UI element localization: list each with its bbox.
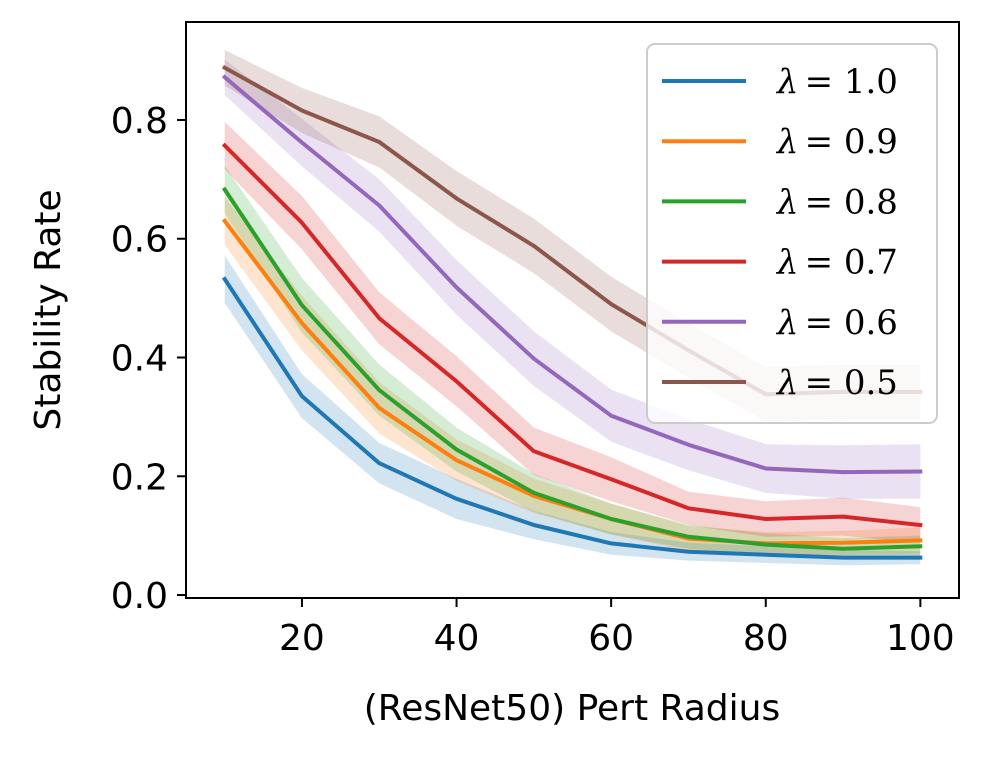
legend-label-lambda-09: λ = 0.9 (775, 122, 898, 162)
y-tick-label: 0.4 (111, 339, 168, 380)
x-axis-ticks: 20 40 60 80 100 (279, 598, 955, 659)
y-tick-label: 0.6 (111, 220, 168, 261)
y-tick-label: 0.2 (111, 457, 168, 498)
y-tick-label: 0.8 (111, 101, 168, 142)
confidence-band-lambda-07 (224, 121, 921, 543)
x-tick-label: 20 (279, 618, 325, 659)
x-tick-label: 80 (743, 618, 789, 659)
y-axis-label: Stability Rate (28, 189, 69, 430)
legend-label-lambda-08: λ = 0.8 (775, 182, 898, 222)
y-tick-label: 0.0 (111, 576, 168, 617)
confidence-band-lambda-10 (224, 255, 921, 566)
x-tick-label: 60 (588, 618, 634, 659)
series-line-lambda-10 (221, 276, 923, 560)
series-line-lambda-08 (221, 186, 923, 551)
confidence-band-lambda-08 (224, 165, 921, 560)
legend-label-lambda-06: λ = 0.6 (775, 303, 898, 343)
confidence-band-lambda-06 (224, 59, 921, 499)
x-axis-label: (ResNet50) Pert Radius (364, 688, 780, 729)
legend: λ = 1.0 λ = 0.9 λ = 0.8 λ = 0.7 λ = 0.6 λ = 0.5 (646, 43, 938, 424)
plot-area-frame (185, 21, 960, 599)
confidence-band-lambda-05 (224, 49, 921, 422)
legend-label-lambda-05: λ = 0.5 (775, 363, 898, 403)
legend-box (646, 43, 938, 424)
y-axis-ticks: 0.0 0.2 0.4 0.6 0.8 (111, 101, 186, 617)
legend-label-lambda-07: λ = 0.7 (775, 243, 898, 283)
x-tick-label: 40 (434, 618, 480, 659)
series-line-lambda-06 (221, 74, 923, 475)
x-tick-label: 100 (886, 618, 955, 659)
legend-label-lambda-10: λ = 1.0 (775, 62, 898, 102)
series-line-lambda-07 (221, 142, 923, 528)
